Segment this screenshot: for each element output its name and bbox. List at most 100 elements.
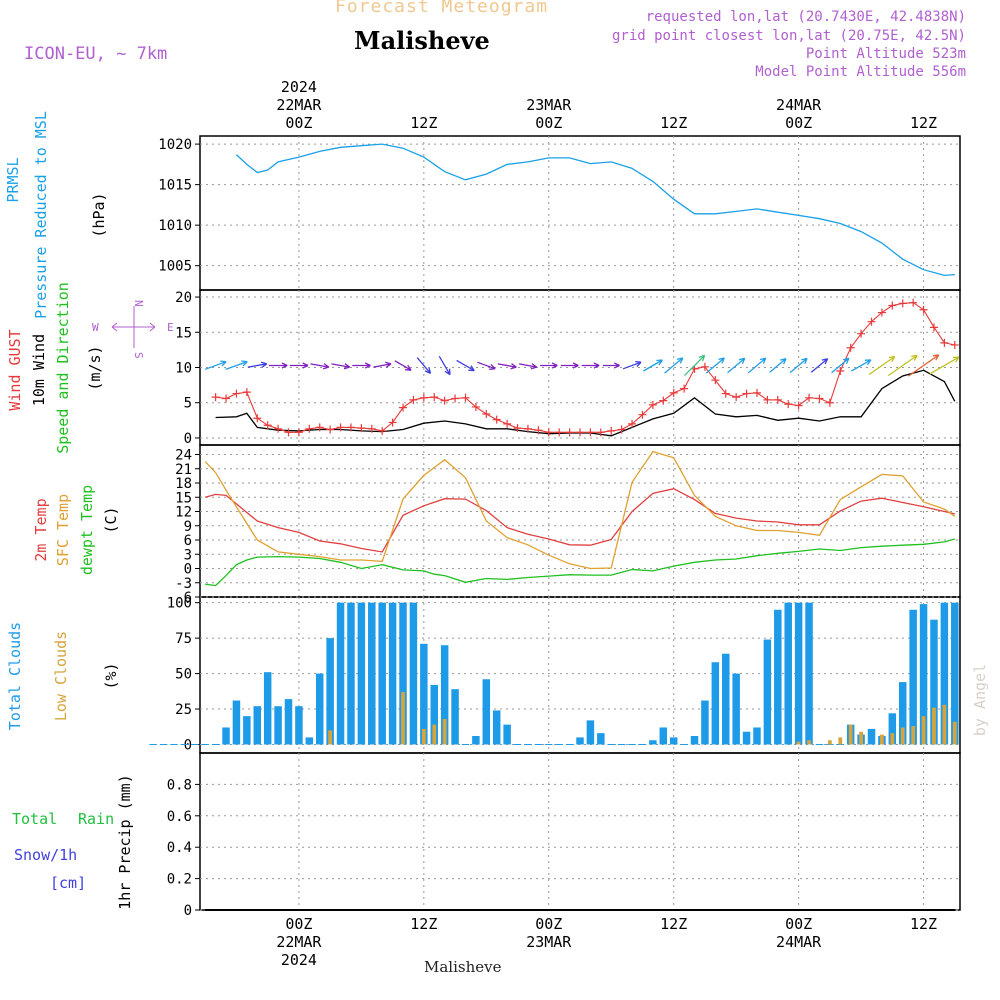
gust-marker <box>211 393 220 402</box>
wind-direction-arrow <box>683 354 706 377</box>
low-cloud-bar <box>401 692 405 745</box>
wind-10m-label: 10m Wind <box>30 334 48 406</box>
total-cloud-bar <box>315 673 324 745</box>
wind-direction-arrow <box>887 354 918 377</box>
wind-direction-arrow <box>664 357 684 374</box>
gust-marker <box>607 426 616 435</box>
footer-location: Malisheve <box>424 958 502 976</box>
gust-marker <box>409 395 418 404</box>
gust-marker <box>294 428 303 437</box>
temp-unit-label: (C) <box>102 506 120 533</box>
bottom-time-label: 22MAR <box>276 933 322 951</box>
total-cloud-bar <box>430 684 438 745</box>
gust-marker <box>357 424 366 433</box>
wind-direction-arrow <box>225 360 248 371</box>
y-tick-label: 21 <box>175 462 192 478</box>
wind-direction-arrow <box>456 359 475 372</box>
total-cloud-bar <box>440 645 449 745</box>
gust-marker <box>909 298 918 307</box>
y-tick-label: 6 <box>184 533 192 549</box>
wind-direction-arrow <box>850 359 872 372</box>
panel-frame <box>199 752 961 911</box>
panel-frame <box>199 444 961 598</box>
pressure-series-line <box>235 143 955 277</box>
gust-marker <box>877 308 886 317</box>
wind-direction-arrow <box>497 363 517 370</box>
snow-label: Snow/1h <box>14 846 77 864</box>
gust-marker <box>471 402 480 411</box>
gust-label: Wind GUST <box>6 329 24 410</box>
gust-marker <box>315 423 324 432</box>
gust-marker <box>669 388 678 397</box>
y-tick-label: 18 <box>175 476 192 492</box>
gust-marker <box>451 394 460 403</box>
total-cloud-bar <box>368 602 376 745</box>
requested-coords: requested lon,lat (20.7430E, 42.4838N) <box>645 9 966 25</box>
gust-marker <box>492 415 501 424</box>
y-tick-label: 24 <box>175 448 192 464</box>
gust-marker <box>242 388 251 397</box>
total-cloud-bar <box>409 602 418 745</box>
y-tick-label: 1020 <box>158 137 192 153</box>
total-label: Total <box>12 810 57 828</box>
gust-marker <box>825 398 834 407</box>
bottom-time-label: 23MAR <box>526 933 572 951</box>
gust-marker <box>482 410 491 418</box>
total-cloud-bar <box>388 602 397 745</box>
wind-direction-arrow <box>868 355 896 376</box>
top-time-label: 22MAR <box>276 96 322 114</box>
total-cloud-bar <box>472 735 480 745</box>
total-cloud-bar <box>576 737 584 745</box>
gust-marker <box>555 428 564 437</box>
gust-marker <box>784 400 793 409</box>
total-cloud-bar <box>295 706 303 745</box>
y-tick-label: 1015 <box>158 178 192 194</box>
low-cloud-bar <box>911 726 916 745</box>
wind-direction-arrow <box>831 357 850 374</box>
model-altitude: Model Point Altitude 556m <box>755 64 966 80</box>
low-cloud-bar <box>890 733 895 745</box>
low-cloud-bar <box>827 740 832 745</box>
wind-direction-arrow <box>352 362 371 369</box>
total-cloud-bar <box>867 728 876 745</box>
top-time-label: 12Z <box>410 114 437 132</box>
gust-marker <box>336 423 345 432</box>
y-tick-label: 0 <box>184 562 192 578</box>
y-tick-label: 25 <box>175 702 192 718</box>
top-time-label: 12Z <box>910 114 937 132</box>
panel-frame <box>199 596 961 754</box>
total-cloud-bar <box>732 673 740 745</box>
sfc-temp-label: SFC Temp <box>54 494 72 566</box>
total-cloud-bar <box>222 727 230 745</box>
gust-marker <box>326 425 335 434</box>
gust-marker <box>836 367 845 376</box>
chart-title: Forecast Meteogram <box>335 0 549 17</box>
gust-marker <box>253 414 262 423</box>
total-cloud-bar <box>930 619 938 745</box>
low-cloud-bar <box>328 730 333 745</box>
low-cloud-bar <box>848 724 853 745</box>
total-cloud-bar <box>649 740 657 745</box>
gust-marker <box>950 340 959 349</box>
wind-direction-arrow <box>560 362 579 369</box>
low-cloud-bar <box>921 716 926 745</box>
low-cloud-bar <box>900 727 905 745</box>
y-tick-label: 0.2 <box>167 872 192 888</box>
wind-speed-direction-label: Speed and Direction <box>54 282 72 454</box>
top-time-label: 2024 <box>281 78 317 96</box>
wind-direction-arrow <box>247 361 268 368</box>
wind-direction-arrow <box>331 363 351 370</box>
gust-marker <box>388 418 397 427</box>
total-cloud-bar <box>399 602 407 745</box>
gust-marker <box>721 389 730 398</box>
gust-marker <box>430 393 439 402</box>
gust-marker <box>263 421 272 430</box>
y-tick-label: 75 <box>175 631 192 647</box>
wind-direction-arrow <box>705 357 725 374</box>
total-cloud-bar <box>336 602 345 745</box>
gust-marker <box>232 389 241 398</box>
total-cloud-bar <box>794 602 803 745</box>
total-cloud-bar <box>742 731 751 745</box>
y-tick-label: 1010 <box>158 218 192 234</box>
